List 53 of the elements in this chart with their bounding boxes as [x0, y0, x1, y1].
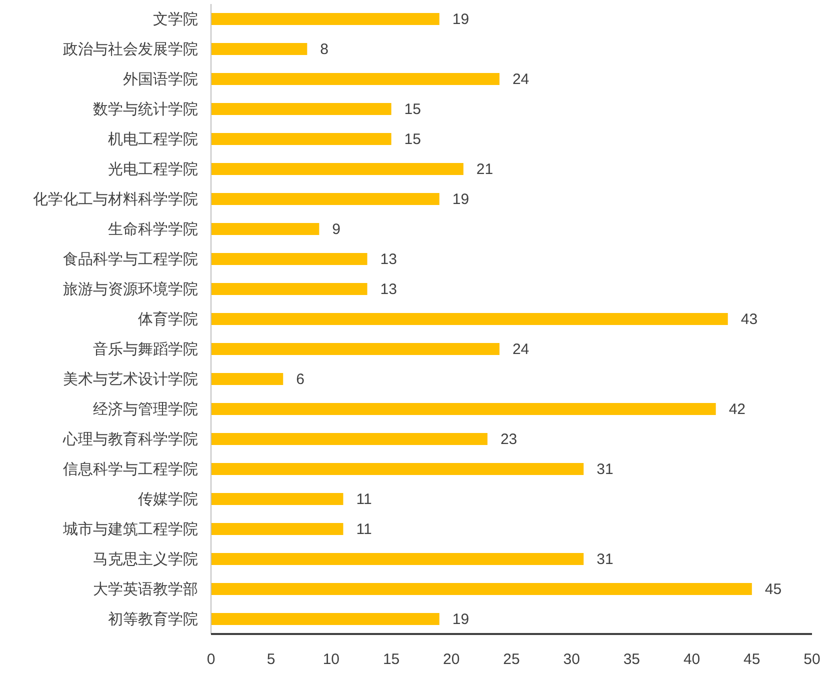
y-tick-label: 文学院 [153, 11, 198, 28]
data-label: 6 [296, 371, 304, 388]
y-tick-label: 信息科学与工程学院 [63, 461, 198, 478]
data-label: 42 [728, 401, 746, 418]
y-tick-label: 马克思主义学院 [93, 551, 198, 568]
y-tick-label: 政治与社会发展学院 [63, 41, 198, 58]
data-label: 19 [452, 191, 470, 208]
x-tick-label: 0 [206, 651, 216, 668]
y-tick-label: 城市与建筑工程学院 [62, 521, 198, 538]
x-tick-label: 50 [804, 651, 820, 668]
y-tick-label: 心理与教育科学学院 [62, 431, 198, 448]
data-label: 11 [356, 491, 372, 508]
data-label: 31 [596, 551, 614, 568]
x-tick-label: 25 [503, 651, 520, 668]
y-tick-label: 化学化工与材料科学学院 [33, 191, 198, 208]
y-tick-label: 食品科学与工程学院 [63, 251, 198, 268]
data-label: 11 [356, 521, 372, 538]
y-tick-label: 机电工程学院 [108, 131, 198, 148]
data-label: 13 [380, 251, 397, 268]
y-tick-label: 经济与管理学院 [93, 401, 198, 418]
data-label: 21 [476, 161, 494, 178]
data-label: 23 [500, 431, 518, 448]
data-label: 45 [764, 581, 782, 598]
y-tick-label: 美术与艺术设计学院 [63, 371, 198, 388]
y-tick-label: 光电工程学院 [108, 161, 198, 178]
x-tick-label: 30 [563, 651, 580, 668]
x-tick-label: 5 [266, 651, 276, 668]
y-tick-label: 生命科学学院 [108, 221, 198, 238]
data-label: 9 [332, 221, 341, 238]
x-tick-label: 45 [744, 651, 760, 668]
data-label: 19 [452, 11, 470, 28]
data-label: 43 [740, 311, 758, 328]
y-tick-label: 大学英语教学部 [93, 581, 198, 598]
data-label: 15 [404, 131, 421, 148]
data-label: 19 [452, 611, 470, 628]
y-tick-label: 外国语学院 [123, 71, 198, 88]
data-label: 24 [512, 341, 530, 358]
data-label: 24 [512, 71, 530, 88]
data-label: 31 [596, 461, 614, 478]
data-label: 15 [404, 101, 421, 118]
x-tick-label: 20 [443, 651, 460, 668]
data-label: 13 [380, 281, 397, 298]
x-tick-label: 10 [322, 651, 340, 668]
y-tick-label: 音乐与舞蹈学院 [93, 341, 198, 358]
y-tick-label: 传媒学院 [138, 491, 198, 508]
x-tick-label: 35 [623, 651, 640, 668]
x-tick-label: 15 [382, 651, 400, 668]
data-label: 8 [320, 41, 329, 58]
x-tick-label: 40 [683, 651, 700, 668]
y-tick-label: 体育学院 [138, 311, 198, 328]
y-tick-label: 初等教育学院 [108, 611, 198, 628]
y-tick-label: 数学与统计学院 [93, 101, 198, 118]
y-tick-label: 旅游与资源环境学院 [63, 281, 198, 298]
